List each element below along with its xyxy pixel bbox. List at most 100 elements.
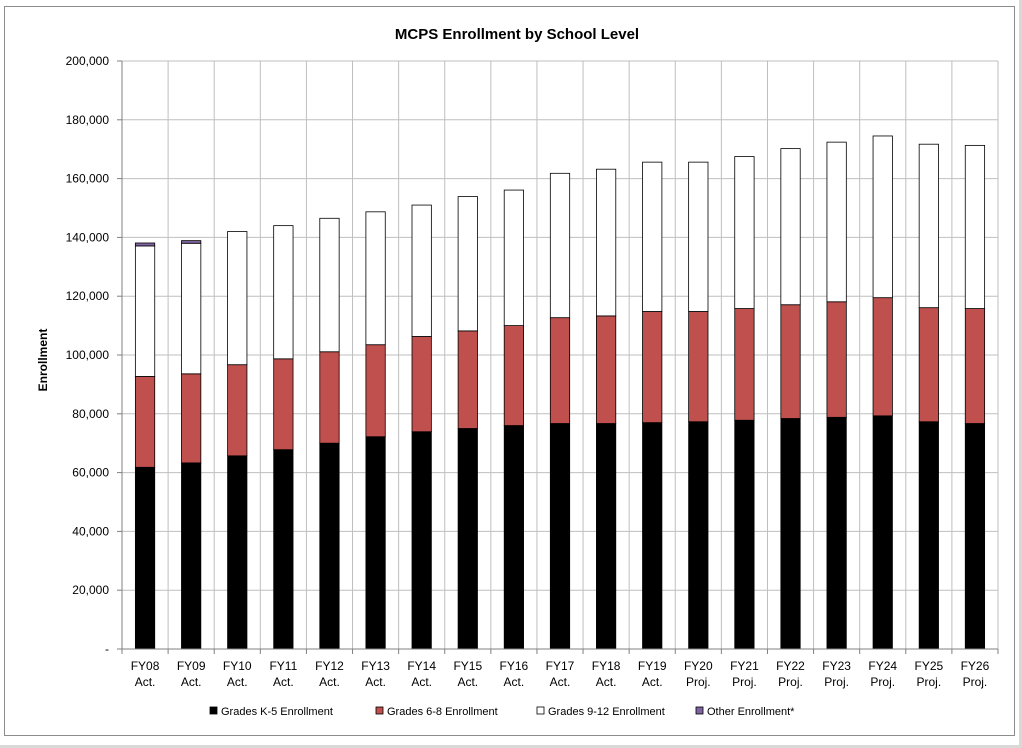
x-tick-label: Act.	[135, 675, 156, 689]
x-tick-label: Proj.	[686, 675, 711, 689]
bar-segment-series-1	[688, 311, 709, 423]
x-tick-label: Act.	[642, 675, 663, 689]
bar-segment-series-2	[688, 161, 709, 312]
bar-segment-series-1	[411, 336, 432, 433]
bar-segment-series-1	[319, 351, 340, 444]
x-tick-label: Proj.	[870, 675, 895, 689]
x-tick-label: FY08	[131, 659, 160, 673]
bar-segment-series-2	[780, 148, 801, 306]
x-tick-label: Act.	[596, 675, 617, 689]
bar-segment-series-0	[411, 431, 432, 650]
x-tick-label: Act.	[227, 675, 248, 689]
x-tick-label: FY12	[315, 659, 344, 673]
y-tick-label: 160,000	[66, 172, 110, 186]
bar-segment-series-2	[964, 144, 986, 309]
x-tick-label: FY19	[638, 659, 667, 673]
x-tick-label: FY24	[868, 659, 897, 673]
x-tick-label: FY09	[177, 659, 206, 673]
bar-segment-series-0	[734, 419, 755, 650]
legend-swatch	[695, 706, 704, 715]
x-tick-label: FY25	[914, 659, 943, 673]
y-tick-label: 80,000	[72, 407, 109, 421]
bar-segment-series-2	[503, 189, 524, 326]
bar-segment-series-0	[319, 442, 340, 650]
x-tick-label: FY17	[546, 659, 575, 673]
x-tick-label: FY22	[776, 659, 805, 673]
bar-segment-series-2	[273, 225, 294, 360]
bar-segment-series-2	[319, 217, 340, 353]
x-tick-label: Act.	[411, 675, 432, 689]
x-tick-label: Act.	[550, 675, 571, 689]
bar-segment-series-2	[826, 141, 847, 303]
x-tick-label: Proj.	[778, 675, 803, 689]
legend-swatch	[536, 706, 545, 715]
bar-segment-series-2	[411, 204, 432, 337]
bar-segment-series-2	[549, 172, 571, 319]
x-tick-label: Act.	[457, 675, 478, 689]
x-tick-label: FY14	[407, 659, 436, 673]
bar-segment-series-2	[365, 211, 386, 346]
bar-segment-series-0	[596, 423, 617, 650]
bar-segment-series-1	[596, 315, 617, 424]
legend-swatch	[375, 706, 384, 715]
x-tick-label: Proj.	[732, 675, 757, 689]
enrollment-chart: MCPS Enrollment by School Level Enrollme…	[36, 26, 999, 718]
bar-segment-series-0	[273, 449, 294, 650]
bar-segment-series-1	[826, 301, 847, 418]
bar-segment-series-1	[734, 308, 755, 421]
y-tick-label: 180,000	[66, 113, 110, 127]
x-tick-label: Proj.	[824, 675, 849, 689]
x-tick-label: Act.	[365, 675, 386, 689]
bar-segment-series-1	[549, 317, 571, 424]
bar-segment-series-1	[365, 344, 386, 438]
bar-segment-series-0	[826, 416, 847, 650]
bar-segment-series-1	[503, 325, 524, 426]
legend-swatch	[209, 706, 218, 715]
legend-label: Grades 6-8 Enrollment	[387, 706, 498, 718]
bar-segment-series-0	[365, 436, 386, 650]
bar-segment-series-1	[964, 308, 986, 424]
bar-segment-series-2	[918, 143, 939, 309]
bar-segment-series-1	[273, 358, 294, 451]
y-tick-label: 40,000	[72, 524, 109, 538]
y-tick-label: -	[105, 642, 109, 656]
x-tick-label: FY26	[961, 659, 990, 673]
bar-segment-series-1	[134, 376, 156, 468]
bar-segment-series-0	[642, 422, 663, 650]
x-tick-label: FY16	[500, 659, 529, 673]
bar-segment-series-3	[181, 240, 202, 244]
x-tick-label: FY18	[592, 659, 621, 673]
legend-label: Grades 9-12 Enrollment	[548, 706, 665, 718]
bar-segment-series-2	[642, 161, 663, 312]
bar-segment-series-1	[780, 304, 801, 419]
bar-segment-series-2	[734, 156, 755, 309]
y-tick-label: 20,000	[72, 583, 109, 597]
x-tick-label: FY20	[684, 659, 713, 673]
x-tick-label: Proj.	[916, 675, 941, 689]
x-tick-label: Act.	[319, 675, 340, 689]
y-tick-label: 100,000	[66, 348, 110, 362]
x-tick-label: Act.	[504, 675, 525, 689]
bar-segment-series-1	[227, 364, 248, 457]
bar-segment-series-0	[227, 455, 248, 650]
y-tick-label: 120,000	[66, 289, 110, 303]
bars	[134, 135, 986, 650]
chart-frame: MCPS Enrollment by School Level Enrollme…	[4, 6, 1015, 736]
bar-segment-series-2	[872, 135, 893, 299]
bar-segment-series-1	[642, 311, 663, 424]
bar-segment-series-2	[457, 196, 478, 332]
x-tick-label: Act.	[181, 675, 202, 689]
bar-segment-series-2	[134, 245, 156, 377]
bar-segment-series-0	[549, 423, 571, 650]
bar-segment-series-0	[872, 415, 893, 650]
bar-segment-series-0	[780, 418, 801, 650]
bar-segment-series-1	[872, 297, 893, 417]
y-axis-label: Enrollment	[36, 329, 50, 392]
x-tick-label: FY10	[223, 659, 252, 673]
x-tick-label: FY11	[269, 659, 297, 673]
axes	[121, 61, 998, 650]
bar-segment-series-0	[688, 421, 709, 650]
y-tick-label: 200,000	[66, 54, 110, 68]
legend-label: Grades K-5 Enrollment	[221, 706, 333, 718]
bar-segment-series-0	[918, 421, 939, 650]
